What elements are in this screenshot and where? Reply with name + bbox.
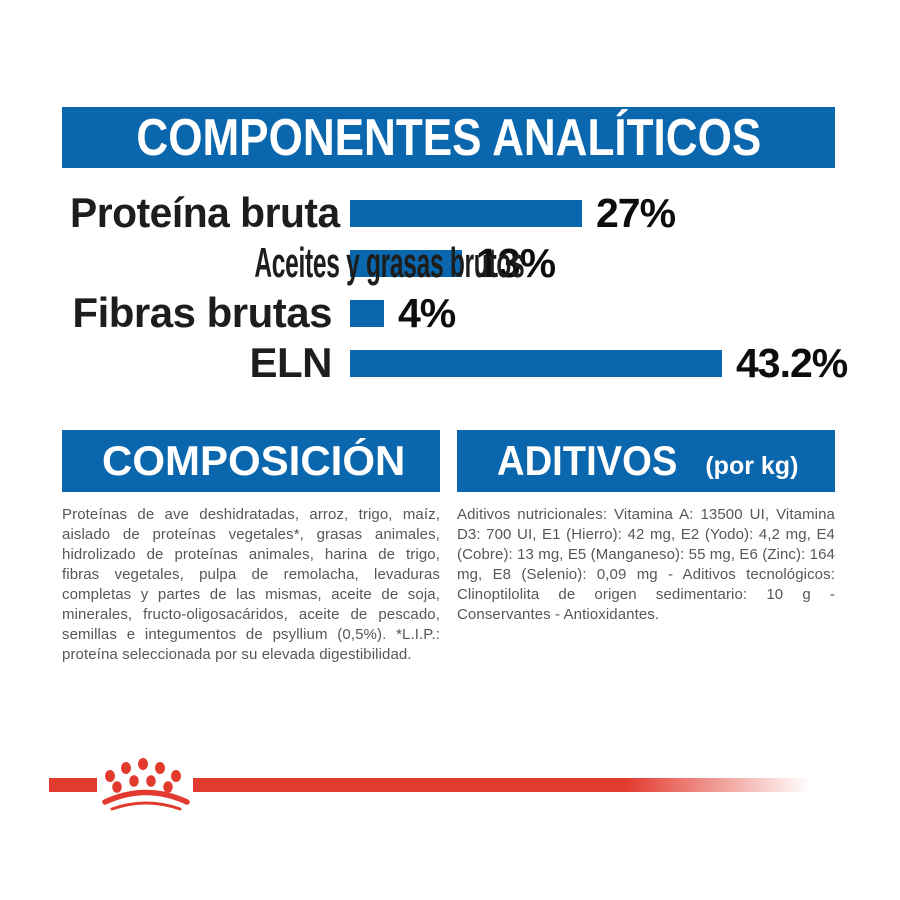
royal-canin-crown-icon bbox=[102, 758, 190, 811]
chart-category-label: ELN bbox=[249, 339, 333, 386]
chart-row-label-cell: ELN bbox=[62, 339, 333, 387]
chart-value-label: 43.2% bbox=[736, 339, 848, 386]
chart-bar bbox=[350, 249, 462, 277]
info-columns: COMPOSICIÓN Proteínas de ave deshidratad… bbox=[62, 430, 835, 665]
chart-value-label: 13% bbox=[476, 239, 556, 286]
additives-section: ADITIVOS (por kg) Aditivos nutricionales… bbox=[457, 430, 835, 665]
chart-row: Proteína bruta 27% bbox=[62, 188, 852, 238]
chart-bar bbox=[350, 349, 722, 377]
additives-title: ADITIVOS bbox=[497, 437, 678, 484]
chart-row: ELN 43.2% bbox=[62, 338, 852, 388]
chart-category-label: Proteína bruta bbox=[70, 189, 340, 236]
analytical-components-chart: Proteína bruta 27% Aceites y grasas brutos… bbox=[62, 188, 852, 388]
additives-header: ADITIVOS (por kg) bbox=[457, 430, 835, 492]
footer-rule-left bbox=[49, 778, 97, 792]
chart-row-label-cell: Proteína bruta bbox=[62, 189, 340, 237]
composition-section: COMPOSICIÓN Proteínas de ave deshidratad… bbox=[62, 430, 440, 665]
chart-row-label-cell: Fibras brutas bbox=[62, 289, 332, 337]
composition-title: COMPOSICIÓN bbox=[102, 437, 406, 484]
composition-header: COMPOSICIÓN bbox=[62, 430, 440, 492]
chart-bar bbox=[350, 299, 384, 327]
chart-bar bbox=[350, 199, 582, 227]
chart-value-label: 27% bbox=[596, 189, 676, 236]
additives-title-suffix: (por kg) bbox=[705, 451, 799, 480]
additives-body: Aditivos nutricionales: Vitamina A: 1350… bbox=[457, 506, 835, 623]
analytical-components-title: COMPONENTES ANALÍTICOS bbox=[136, 108, 761, 167]
chart-row-label-cell: Aceites y grasas brutos bbox=[62, 239, 524, 287]
footer-rule-right bbox=[193, 778, 810, 792]
analytical-components-header: COMPONENTES ANALÍTICOS bbox=[62, 107, 835, 168]
chart-value-label: 4% bbox=[398, 289, 456, 336]
composition-body: Proteínas de ave deshidratadas, arroz, t… bbox=[62, 506, 440, 663]
chart-row: Aceites y grasas brutos 13% bbox=[62, 238, 852, 288]
chart-category-label: Fibras brutas bbox=[72, 289, 332, 336]
chart-category-label: Aceites y grasas brutos bbox=[254, 239, 525, 286]
chart-row: Fibras brutas 4% bbox=[62, 288, 852, 338]
